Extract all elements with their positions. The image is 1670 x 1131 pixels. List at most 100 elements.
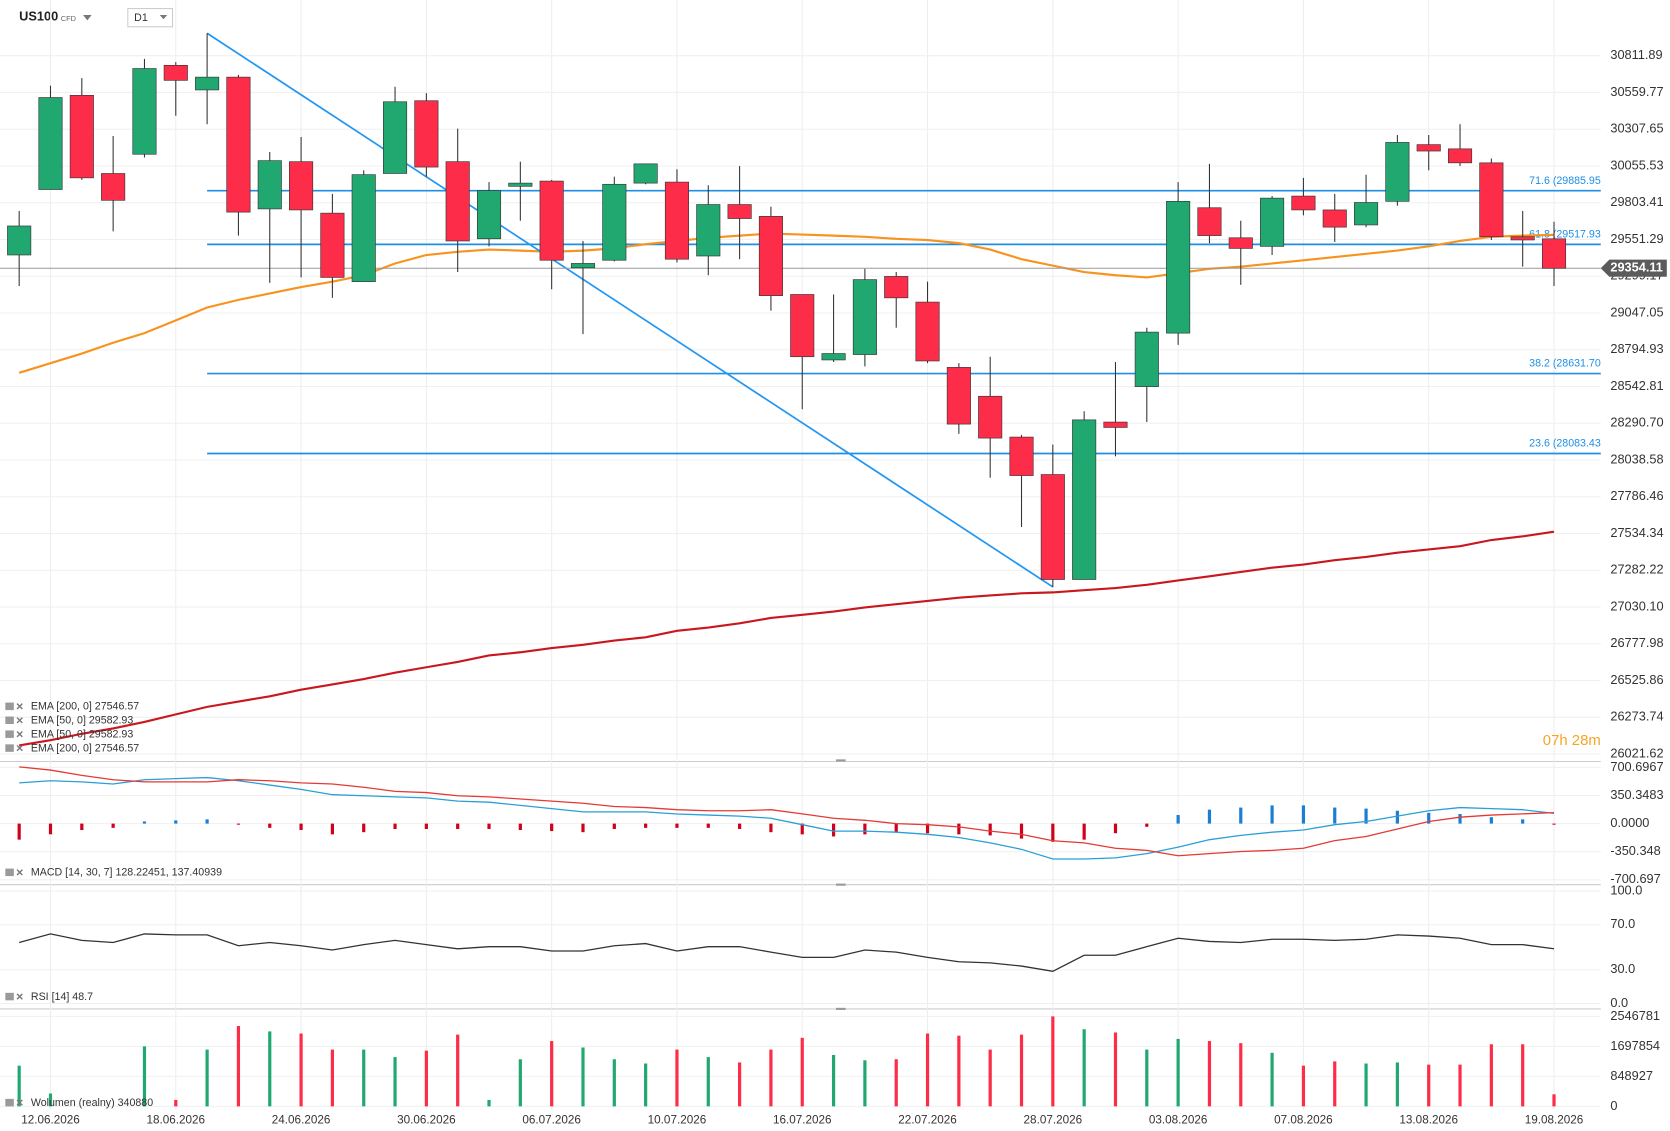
macd-histogram — [1113, 823, 1118, 834]
macd-histogram — [142, 821, 147, 824]
candle-body — [1541, 238, 1567, 269]
candle-body — [163, 64, 188, 81]
x-tick-label: 16.07.2026 — [773, 1113, 832, 1126]
volume-bar — [17, 1065, 21, 1107]
x-tick-label: 07.08.2026 — [1274, 1113, 1333, 1126]
candle-body — [508, 182, 533, 187]
last-price-label: 29354.11 — [1610, 260, 1663, 275]
legend-close-icon[interactable] — [16, 1099, 23, 1106]
legend-entry: EMA [200, 0] 27546.57 — [31, 742, 139, 754]
fib-label: 61.8 (29517.93 — [1529, 229, 1601, 241]
legend-entry: EMA [200, 0] 27546.57 — [31, 701, 139, 713]
legend-entry: EMA [50, 0] 29582.93 — [31, 729, 133, 741]
candle-body — [1260, 197, 1285, 247]
volume-bar — [1051, 1016, 1055, 1107]
candle-body — [884, 276, 909, 299]
legend-close-icon[interactable] — [16, 731, 23, 738]
legend-menu-icon[interactable] — [5, 992, 14, 1001]
volume-bar — [706, 1057, 710, 1107]
macd-histogram — [424, 823, 428, 829]
legend-close-icon[interactable] — [16, 703, 23, 710]
macd-histogram — [1552, 823, 1556, 825]
legend-close-icon[interactable] — [16, 869, 23, 876]
candle-body — [602, 183, 627, 261]
macd-histogram — [957, 823, 961, 835]
macd-histogram — [1051, 823, 1055, 842]
volume-bar — [1301, 1065, 1306, 1107]
volume-bar — [1176, 1038, 1180, 1107]
symbol[interactable]: US100 — [19, 9, 58, 24]
candle-body — [1134, 331, 1159, 387]
macd-histogram — [1521, 819, 1525, 824]
volume-bar — [800, 1037, 804, 1107]
legend-menu-icon[interactable] — [5, 716, 14, 725]
macd-histogram — [1427, 812, 1431, 824]
candle-body — [226, 76, 251, 213]
x-tick-label: 19.08.2026 — [1525, 1113, 1584, 1126]
candle-body — [790, 294, 815, 358]
candle-body — [383, 101, 408, 174]
timeframe-dropdown[interactable] — [159, 14, 168, 20]
x-tick-label: 12.06.2026 — [21, 1113, 80, 1126]
symbol-dropdown[interactable] — [83, 14, 92, 21]
volume-bar — [863, 1060, 867, 1107]
macd-histogram — [487, 823, 491, 829]
x-tick-label: 13.08.2026 — [1399, 1113, 1458, 1126]
y-tick-label: 29803.41 — [1610, 194, 1663, 209]
volume-bar — [1113, 1032, 1118, 1107]
volume-bar — [456, 1034, 460, 1107]
candle-body — [414, 100, 439, 168]
candle-body — [1166, 201, 1191, 334]
macd-histogram — [1458, 813, 1462, 824]
candle-body — [7, 225, 32, 256]
candle-body — [1322, 209, 1347, 228]
timeframe-box[interactable] — [127, 8, 174, 28]
macd-histogram — [769, 823, 773, 833]
y-tick-label: 28038.58 — [1610, 451, 1663, 466]
candle-body — [821, 353, 846, 361]
y-tick-label: 26021.62 — [1610, 745, 1663, 760]
macd-histogram — [644, 823, 648, 828]
volume-bar — [738, 1062, 742, 1107]
y-tick-label: 1697854 — [1610, 1038, 1660, 1053]
macd-histogram — [706, 823, 710, 828]
candle-body — [727, 204, 752, 219]
legend-close-icon[interactable] — [16, 744, 23, 752]
macd-histogram — [863, 823, 867, 835]
legend-menu-icon[interactable] — [5, 702, 14, 711]
candle-body — [978, 395, 1003, 439]
volume-bar — [1019, 1034, 1024, 1107]
legend-menu-icon[interactable] — [5, 744, 14, 752]
y-tick-label: 29551.29 — [1610, 231, 1663, 246]
macd-histogram — [675, 823, 679, 828]
y-tick-label: 28794.93 — [1610, 341, 1663, 356]
legend-close-icon[interactable] — [16, 993, 23, 1000]
x-tick-label: 28.07.2026 — [1024, 1113, 1083, 1126]
macd-histogram — [1176, 815, 1180, 824]
macd-histogram — [800, 823, 804, 835]
volume-bar — [1082, 1029, 1086, 1107]
candle-body — [696, 204, 721, 257]
y-tick-label: 27786.46 — [1610, 488, 1663, 503]
timeframe[interactable]: D1 — [134, 12, 148, 24]
legend-close-icon[interactable] — [16, 717, 23, 724]
macd-histogram — [1145, 823, 1149, 827]
macd-line — [19, 766, 1555, 857]
fib-label: 23.6 (28083.43 — [1529, 438, 1601, 450]
legend-menu-icon[interactable] — [5, 1098, 14, 1107]
legend-menu-icon[interactable] — [5, 868, 14, 877]
y-tick-label: 26525.86 — [1610, 672, 1663, 687]
volume-bar — [769, 1049, 773, 1107]
legend-menu-icon[interactable] — [5, 730, 14, 738]
legend-entry: MACD [14, 30, 7] 128.22451, 137.40939 — [31, 867, 222, 879]
y-tick-label: 700.6967 — [1610, 759, 1663, 774]
candle-body — [1291, 195, 1316, 211]
x-tick-label: 10.07.2026 — [648, 1113, 707, 1126]
volume-bar — [831, 1054, 836, 1107]
candle-body — [1103, 421, 1128, 428]
volume-bar — [550, 1041, 554, 1107]
macd-histogram — [612, 823, 616, 829]
macd-histogram — [925, 823, 930, 834]
fib-label: 71.6 (29885.95 — [1529, 175, 1601, 187]
